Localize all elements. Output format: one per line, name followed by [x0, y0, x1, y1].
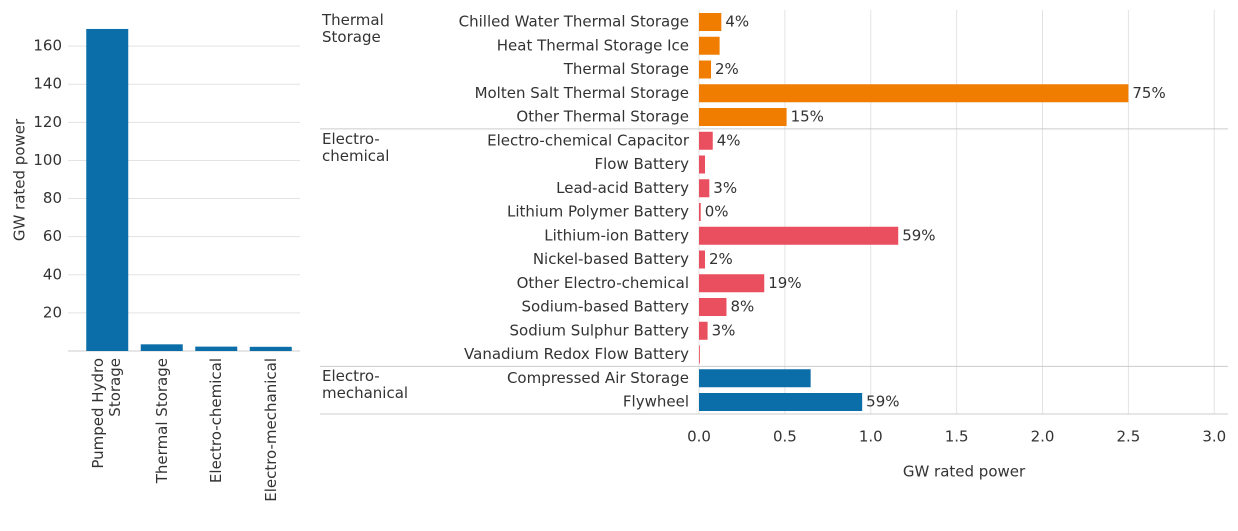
- y-tick-label: Flywheel: [623, 393, 689, 411]
- data-label: 2%: [709, 250, 733, 268]
- bar: [699, 250, 706, 269]
- y-tick-label: 160: [33, 37, 62, 55]
- bar: [699, 36, 720, 55]
- data-label: 59%: [866, 393, 899, 411]
- x-tick-label: Electro-chemical: [206, 358, 225, 484]
- y-tick-label: Sodium-based Battery: [522, 298, 690, 316]
- y-tick-label: Other Thermal Storage: [516, 108, 689, 126]
- data-label: 59%: [902, 226, 935, 244]
- y-tick-label: 60: [43, 227, 62, 245]
- x-tick-label: 1.0: [859, 428, 883, 446]
- data-label: 0%: [705, 203, 729, 221]
- y-tick-label: 20: [43, 303, 62, 321]
- x-tick-label: 0.0: [687, 428, 711, 446]
- group-label: Thermal Storage: [322, 11, 384, 46]
- y-tick-label: 80: [43, 189, 62, 207]
- data-label: 4%: [725, 13, 749, 31]
- bar: [699, 393, 863, 411]
- x-axis-title: GW rated power: [903, 463, 1026, 481]
- bar: [699, 108, 787, 126]
- bar: [699, 13, 722, 31]
- y-tick-label: Sodium Sulphur Battery: [510, 321, 690, 339]
- y-tick-label: Vanadium Redox Flow Battery: [464, 345, 689, 363]
- data-label: 3%: [712, 321, 736, 339]
- data-label: 4%: [717, 131, 741, 149]
- bar: [699, 226, 899, 245]
- data-label: 19%: [768, 274, 801, 292]
- bar: [699, 131, 713, 150]
- data-label: 15%: [791, 108, 824, 126]
- x-tick-label: 2.0: [1031, 428, 1055, 446]
- bar: [699, 203, 701, 221]
- bar: [699, 345, 700, 364]
- y-tick-label: Chilled Water Thermal Storage: [459, 13, 689, 31]
- x-tick-label: 2.5: [1116, 428, 1140, 446]
- y-tick-label: Heat Thermal Storage Ice: [497, 36, 689, 54]
- bar: [699, 179, 710, 198]
- y-tick-label: 40: [43, 265, 62, 283]
- y-tick-label: Lead-acid Battery: [556, 179, 689, 197]
- x-tick-label: Electro-mechanical: [261, 358, 280, 502]
- bar: [195, 346, 238, 351]
- bar: [249, 346, 292, 351]
- y-tick-label: Lithium-ion Battery: [544, 226, 689, 244]
- data-label: 75%: [1132, 84, 1165, 102]
- y-tick-label: 120: [33, 113, 62, 131]
- x-tick-label: 0.5: [773, 428, 797, 446]
- data-label: 8%: [730, 298, 754, 316]
- y-axis-title: GW rated power: [11, 118, 29, 241]
- bar: [86, 28, 129, 351]
- x-tick-label: 3.0: [1202, 428, 1226, 446]
- y-tick-label: 100: [33, 151, 62, 169]
- bar: [699, 369, 811, 388]
- y-tick-label: Thermal Storage: [563, 60, 689, 78]
- y-tick-label: Molten Salt Thermal Storage: [475, 84, 689, 102]
- bar: [699, 274, 765, 293]
- y-tick-label: Flow Battery: [594, 155, 689, 173]
- bar: [699, 298, 727, 316]
- group-label: Electro-chemical: [322, 129, 390, 165]
- bar: [699, 321, 708, 340]
- x-tick-label: Pumped Hydro Storage: [89, 358, 125, 469]
- y-tick-label: Other Electro-chemical: [517, 274, 689, 292]
- x-tick-label: 1.5: [945, 428, 969, 446]
- data-label: 2%: [715, 60, 739, 78]
- bar: [699, 60, 712, 79]
- data-label: 3%: [713, 179, 737, 197]
- y-tick-label: Lithium Polymer Battery: [507, 203, 689, 221]
- y-tick-label: 140: [33, 75, 62, 93]
- y-tick-label: Nickel-based Battery: [533, 250, 689, 268]
- group-label: Electro-mechanical: [322, 367, 409, 403]
- bar: [699, 84, 1129, 103]
- bar: [140, 344, 183, 351]
- x-tick-label: Thermal Storage: [152, 358, 171, 484]
- bar: [699, 155, 706, 174]
- y-tick-label: Electro-chemical Capacitor: [487, 131, 690, 149]
- y-tick-label: Compressed Air Storage: [507, 369, 689, 387]
